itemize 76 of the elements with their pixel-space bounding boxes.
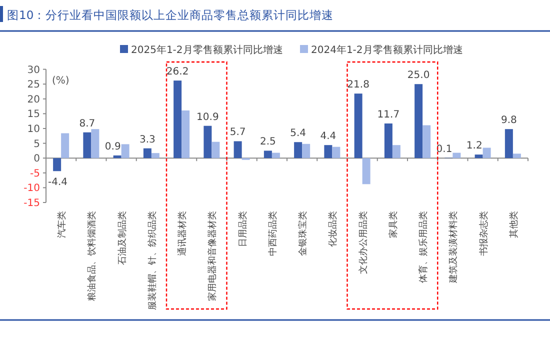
bar [234, 141, 242, 158]
bar [151, 153, 160, 158]
x-tick-label: 家具类 [388, 211, 399, 238]
bar [143, 148, 152, 158]
data-label: 26.2 [166, 66, 189, 78]
y-tick-label: 0 [34, 154, 40, 165]
x-tick-label: 建筑及装潢材料类 [448, 211, 460, 284]
bar [174, 80, 182, 158]
data-label: 25.0 [407, 70, 430, 82]
bar [354, 94, 362, 158]
bar [53, 158, 62, 172]
legend-label: 2025年1-2月零售额累计同比增速 [131, 44, 283, 56]
x-tick-label: 石油及制品类 [116, 211, 128, 265]
chart-title: 图10：分行业看中国限额以上企业商品零售总额累计同比增速 [7, 8, 334, 22]
data-label: 0.9 [104, 141, 121, 152]
legend-label: 2024年1-2月零售额累计同比增速 [311, 44, 463, 56]
bar [422, 125, 431, 158]
data-label: 4.4 [320, 131, 336, 142]
bar [414, 84, 423, 158]
bar [392, 145, 400, 158]
bar [504, 129, 513, 158]
x-tick-label: 日用品类 [237, 211, 248, 247]
x-tick-label: 其他类 [508, 211, 520, 238]
data-label: 1.2 [466, 140, 482, 152]
data-label: 2.5 [260, 136, 276, 148]
x-tick-label: 文化办公用品类 [358, 211, 369, 274]
x-tick-label: 汽车类 [56, 211, 68, 238]
x-tick-label: 通讯器材类 [177, 211, 188, 256]
annotation: (%) [52, 75, 70, 86]
x-tick-label: 家用电器和音像器材类 [207, 211, 218, 301]
y-tick-label: 10 [27, 124, 40, 135]
bar [272, 152, 280, 158]
data-label: -4.4 [48, 177, 68, 188]
y-tick-label: 25 [27, 80, 40, 91]
x-tick-label: 化妆品类 [328, 211, 339, 247]
bar [121, 144, 130, 158]
bar [324, 145, 332, 158]
data-label: 8.7 [79, 118, 96, 130]
x-tick-label: 书报杂志类 [478, 211, 490, 256]
bar [204, 126, 212, 158]
bar [264, 150, 272, 158]
data-label: 0.1 [436, 144, 452, 155]
bar [294, 142, 302, 158]
bar [482, 148, 491, 158]
bar [182, 110, 190, 158]
x-tick-label: 金银珠宝类 [298, 211, 309, 256]
bar [474, 154, 483, 158]
y-tick-label: 5 [34, 138, 40, 150]
bar [302, 144, 310, 158]
bar [384, 123, 392, 158]
bar [212, 142, 220, 158]
bar [61, 133, 70, 158]
data-label: 5.4 [290, 128, 306, 140]
data-label: 11.7 [377, 109, 400, 120]
y-tick-label: 20 [27, 94, 40, 106]
bar [332, 146, 340, 158]
y-tick-label: -15 [24, 198, 40, 209]
x-tick-label: 体育、娱乐用品类 [418, 211, 430, 283]
data-label: 3.3 [139, 134, 156, 146]
y-tick-label: 15 [27, 109, 40, 120]
bar [83, 132, 92, 158]
y-tick-label: 30 [27, 64, 40, 76]
bar [452, 152, 461, 158]
data-label: 21.8 [347, 80, 370, 91]
bar [362, 158, 370, 184]
bar [113, 155, 122, 158]
y-tick-label: -10 [24, 183, 40, 194]
bar [91, 129, 100, 158]
x-tick-label: 服装鞋帽、针、纺织品类 [146, 211, 158, 310]
y-tick-label: -5 [30, 168, 40, 180]
data-label: 10.9 [196, 112, 219, 123]
x-tick-label: 粮油食品、饮料烟酒类 [86, 211, 98, 301]
data-label: 9.8 [500, 115, 517, 126]
data-label: 5.7 [230, 127, 246, 138]
x-tick-label: 中西药品类 [267, 211, 278, 256]
bar [512, 154, 521, 158]
